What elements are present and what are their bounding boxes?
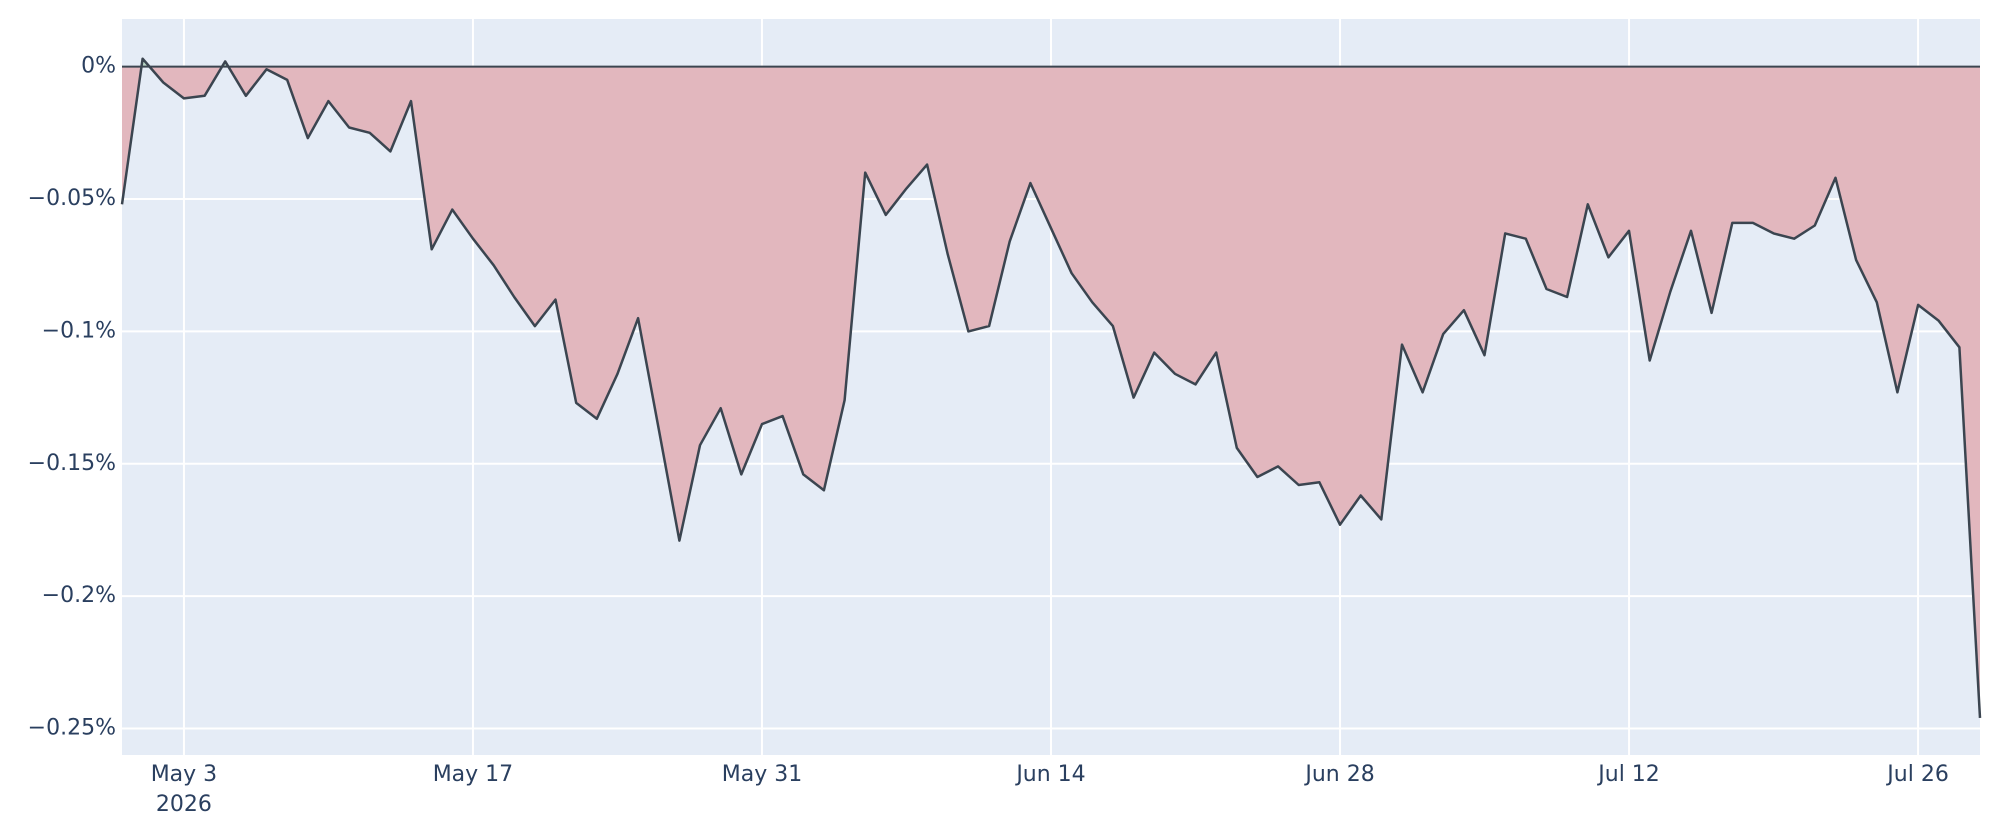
x-tick-label: Jul 12 xyxy=(1596,762,1660,787)
y-tick-label: −0.25% xyxy=(28,716,116,741)
y-tick-label: −0.2% xyxy=(42,583,116,608)
x-tick-label: Jun 28 xyxy=(1303,762,1374,787)
series-line xyxy=(120,57,1982,718)
x-year-label: 2026 xyxy=(156,792,212,817)
y-tick-label: −0.1% xyxy=(42,318,116,343)
y-tick-label: −0.15% xyxy=(28,451,116,476)
x-tick-label: Jul 26 xyxy=(1885,762,1949,787)
y-tick-label: −0.05% xyxy=(28,186,116,211)
y-tick-label: 0% xyxy=(81,54,116,79)
x-tick-label: Jun 14 xyxy=(1014,762,1085,787)
negative-area xyxy=(122,66,1980,718)
x-tick-label: May 17 xyxy=(433,762,513,787)
x-tick-label: May 31 xyxy=(722,762,802,787)
x-tick-label: May 3 xyxy=(151,762,217,787)
